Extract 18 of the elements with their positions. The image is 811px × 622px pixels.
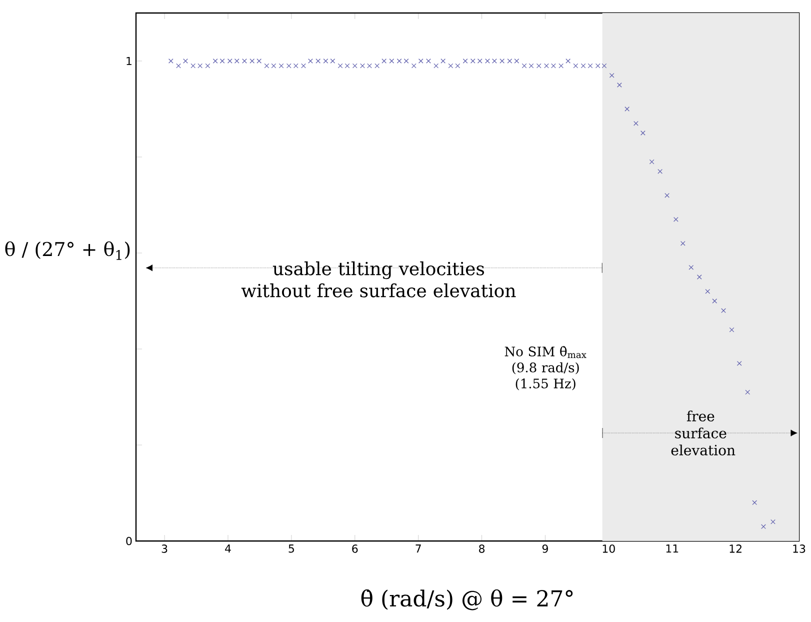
annotation: No SIM θ̇$_{max}$ (9.8 rad/s) (1.55 Hz) [504, 346, 586, 390]
x-tick-label: 7 [416, 544, 421, 553]
y-axis-title: θ / (27° + θ$_{1}$) [5, 241, 130, 260]
x-tick-label: 8 [479, 544, 485, 553]
x-tick-label: 5 [288, 544, 294, 553]
annotation: usable tilting velocities without free surface elevation [241, 261, 516, 298]
x-tick-label: 3 [162, 544, 168, 553]
y-tick-label: 1 [126, 56, 132, 66]
x-tick-label: 10 [602, 544, 615, 553]
annotation: free surface elevation [671, 410, 736, 456]
y-tick-label: 0 [126, 536, 132, 546]
x-tick-label: 9 [542, 544, 548, 553]
x-tick-label: 4 [225, 544, 231, 553]
x-tick-label: 13 [793, 544, 806, 553]
x-tick-label: 11 [666, 544, 678, 553]
x-axis-title: θ̇ (rad/s) @ θ = 27° [361, 589, 573, 610]
x-tick-label: 12 [730, 544, 742, 553]
x-tick-label: 6 [352, 544, 358, 553]
